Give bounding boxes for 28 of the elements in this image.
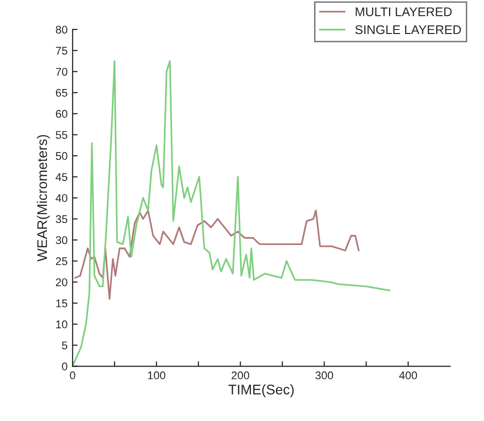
y-tick-label: 55 — [56, 131, 68, 139]
y-tick-label: 35 — [56, 215, 68, 224]
y-tick-label: 70 — [56, 68, 68, 76]
x-tick-label: 0 — [70, 371, 76, 380]
legend-label: MULTI LAYERED — [356, 8, 452, 16]
y-tick-label: 50 — [56, 152, 68, 160]
y-tick-label: 20 — [56, 278, 68, 286]
y-axis-title: WEAR(Micrometers) — [36, 135, 50, 262]
y-tick-label: 45 — [56, 173, 68, 181]
x-axis-title: TIME(Sec) — [228, 384, 294, 398]
y-tick-label: 65 — [56, 88, 68, 97]
line-series — [72, 60, 391, 365]
y-tick-label: 80 — [56, 26, 68, 34]
y-tick-label: 40 — [56, 194, 68, 202]
y-tick-label: 25 — [56, 257, 68, 266]
x-tick-label: 100 — [148, 371, 166, 380]
y-tick-label: 75 — [56, 46, 68, 55]
y-tick-label: 60 — [56, 110, 68, 118]
x-tick-label: 200 — [232, 371, 250, 380]
y-tick-label: 5 — [62, 342, 68, 350]
legend-label: SINGLE LAYERED — [355, 25, 461, 34]
x-tick-label: 400 — [399, 371, 418, 380]
y-tick-label: 15 — [56, 300, 68, 308]
x-tick-label: 300 — [315, 371, 334, 380]
y-tick-label: 30 — [56, 236, 68, 244]
y-tick-label: 10 — [56, 320, 68, 328]
y-tick-label: 0 — [62, 362, 68, 370]
line-series — [74, 210, 360, 300]
